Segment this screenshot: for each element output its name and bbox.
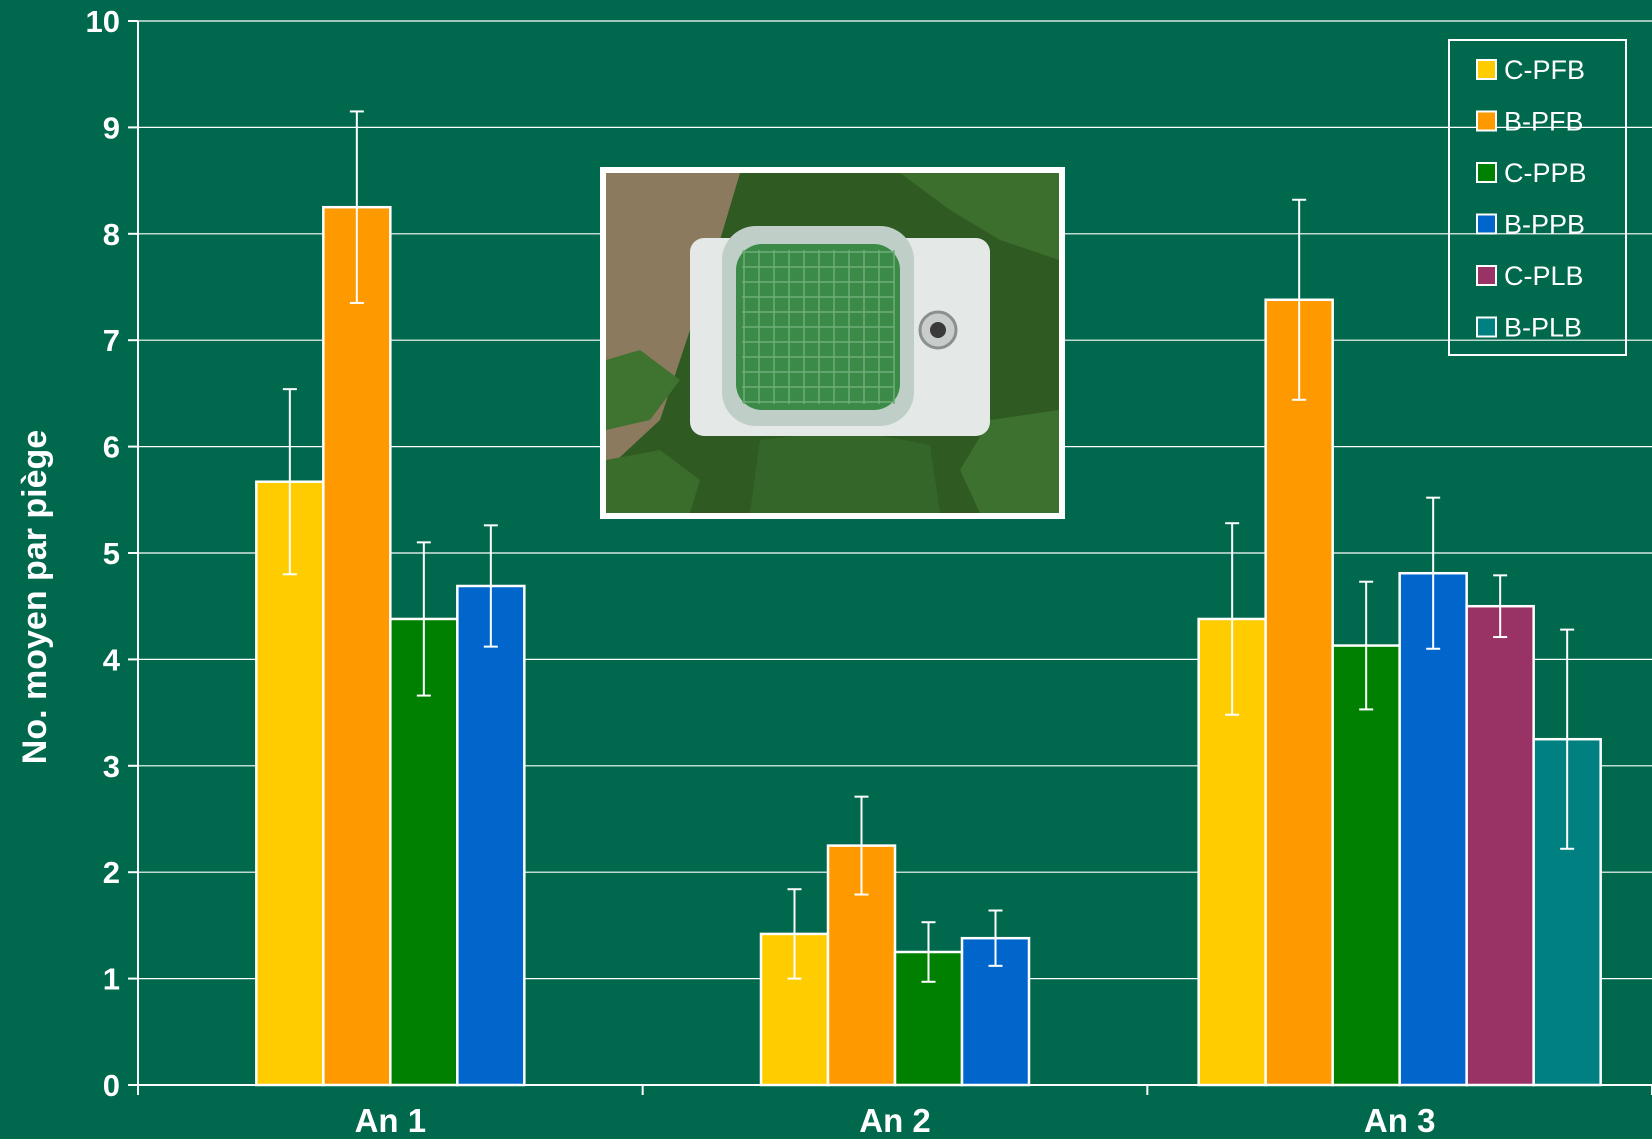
bar [322,205,392,1087]
legend-label: B-PPB [1504,210,1585,240]
legend-swatch [1476,59,1497,80]
y-tick-label: 7 [103,323,120,358]
bar [1331,644,1401,1087]
legend-label: B-PFB [1504,107,1584,137]
inset-leaf [606,350,680,430]
legend-swatch [1476,316,1497,338]
x-category-label: An 3 [1364,1102,1436,1139]
bar [759,932,830,1087]
bar [456,584,526,1087]
inset-leaf [606,450,700,513]
y-tick-label: 9 [103,110,120,145]
inset-leaf [750,430,940,513]
bar [1465,604,1535,1087]
y-tick-label: 2 [103,855,120,890]
x-category-label: An 2 [859,1102,931,1139]
inset-leaf [960,410,1059,513]
y-tick-label: 1 [103,962,120,997]
legend-swatch [1476,162,1497,183]
y-tick-label: 4 [103,642,121,677]
legend-label: C-PFB [1504,55,1585,85]
legend-swatch [1476,110,1497,132]
legend-label: B-PLB [1504,313,1582,343]
bar [255,480,325,1087]
legend-label: C-PPB [1504,158,1587,188]
y-tick-label: 3 [103,749,120,784]
y-tick-label: 8 [103,217,120,252]
legend-box [1448,39,1627,356]
y-tick-label: 10 [86,4,120,39]
legend-label: C-PLB [1504,261,1584,291]
legend: C-PFB B-PFB C-PPB B-PPB C-PLB B-PLB [1448,39,1627,356]
y-tick-label: 6 [103,430,120,465]
y-tick-label: 5 [103,536,120,571]
y-axis-ticks: 0 1 2 3 4 5 6 7 8 9 10 [86,4,138,1103]
inset-mesh-grid [742,250,895,404]
bar [1264,298,1334,1087]
legend-swatch [1476,265,1497,286]
x-axis-category-labels: An 1 An 2 An 3 [137,1085,1652,1139]
legend-swatch [1476,213,1497,235]
bar [893,950,964,1087]
y-tick-label: 0 [103,1068,120,1103]
y-axis-label: No. moyen par piège [16,430,54,764]
bar [389,617,459,1087]
inset-photo [600,167,1065,519]
bar [1398,571,1468,1087]
inset-leaf [900,173,1059,260]
inset-trap-hole-center [930,322,946,338]
error-bars [282,110,1575,983]
x-category-label: An 1 [355,1102,427,1139]
